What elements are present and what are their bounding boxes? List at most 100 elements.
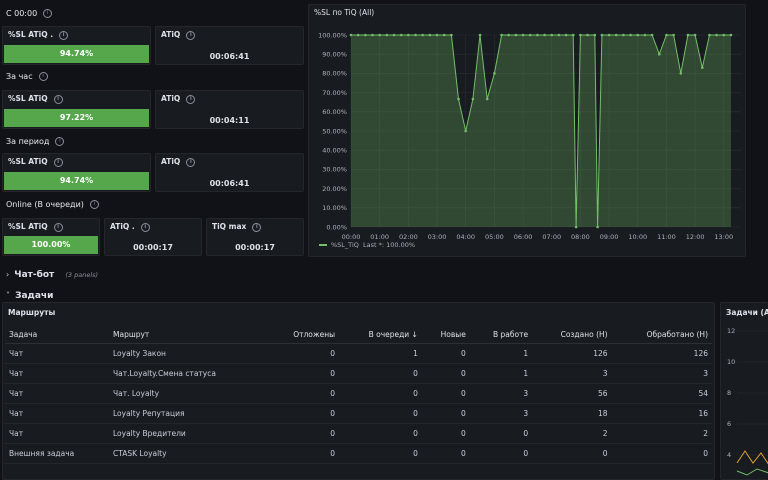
tasks-chart-panel[interactable]: Задачи (All 12 10 8 6 4 (720, 302, 768, 480)
column-header-in-work[interactable]: В работе (469, 325, 533, 344)
section-online-text: Online (В очереди) (6, 200, 84, 209)
side-ytick: 6 (727, 420, 732, 428)
info-icon[interactable]: i (186, 157, 196, 167)
column-header-new[interactable]: Новые (421, 325, 470, 344)
stat-value: 00:06:41 (209, 179, 250, 188)
info-icon[interactable]: i (53, 157, 63, 167)
stat-panel-tiq-max[interactable]: TiQ max i 00:00:17 (206, 218, 304, 256)
cell-processed: 16 (611, 403, 712, 424)
chart-point (536, 33, 539, 37)
table-row[interactable]: Чат Loyalty Репутация 0 0 0 3 18 16 (5, 403, 712, 424)
column-header-postponed[interactable]: Отложены (267, 325, 340, 344)
cell-created: 126 (532, 343, 612, 364)
table-row[interactable]: Чат Loyalty Вредители 0 0 0 0 2 2 (5, 423, 712, 444)
cell-processed: 54 (611, 383, 712, 404)
cell-task: Внешняя задача (5, 443, 109, 464)
column-header-task[interactable]: Задача (5, 325, 109, 344)
cell-postponed: 0 (267, 363, 340, 384)
panel-title: %SL ATiQ .i (8, 30, 69, 40)
stat-panel-atiq-hour[interactable]: ATiQ i 00:04:11 (155, 90, 304, 129)
info-icon[interactable]: i (38, 72, 48, 81)
panel-title: ATiQ i (161, 94, 196, 104)
column-header-route[interactable]: Маршрут (109, 325, 267, 344)
chart-xtick-label: 09:00 (600, 233, 619, 241)
stat-value-bar: 94.74% (4, 172, 149, 190)
chart-point (643, 33, 647, 37)
chart-ytick-label: 80.00% (322, 70, 347, 78)
stat-value-bar: 100.00% (4, 236, 98, 254)
chart-point (485, 97, 489, 101)
cell-in-work: 3 (469, 403, 533, 424)
chart-legend[interactable]: %SL_TiQ Last *: 100.00% (319, 241, 415, 249)
info-icon[interactable]: i (55, 137, 65, 146)
cell-route: CTASK Loyalty (109, 443, 267, 464)
stat-panel-atiq-online[interactable]: ATiQ .i 00:00:17 (104, 218, 202, 256)
cell-new: 0 (421, 403, 470, 424)
row-title-tasks: Задачи (15, 291, 54, 301)
table-row[interactable]: Чат Loyalty Закон 0 1 0 1 126 126 (5, 343, 712, 364)
cell-created: 3 (532, 363, 612, 384)
row-header-chatbot[interactable]: › Чат-бот (3 panels) (6, 262, 98, 281)
stat-panel-atiq-period[interactable]: ATiQ i 00:06:41 (155, 153, 304, 192)
chart-point (622, 33, 625, 37)
cell-route: Loyalty Репутация (109, 403, 267, 424)
cell-in-work: 0 (469, 443, 533, 464)
chart-point (679, 72, 683, 75)
info-icon[interactable]: i (89, 200, 99, 209)
cell-in-queue: 0 (339, 423, 422, 444)
chart-xtick-label: 02:00 (399, 233, 418, 241)
routes-table-wrap: Задача Маршрут Отложены В очереди ↓ Новы… (5, 325, 712, 464)
column-header-in-queue[interactable]: В очереди ↓ (339, 325, 422, 344)
column-header-processed[interactable]: Обработано (Н) (611, 325, 712, 344)
info-icon[interactable]: i (140, 222, 150, 232)
cell-in-queue: 0 (339, 443, 422, 464)
table-row[interactable]: Чат Чат.Loyalty.Смена статуса 0 0 0 1 3 … (5, 363, 712, 384)
info-icon[interactable]: i (252, 222, 262, 232)
stat-panel-sl-since[interactable]: %SL ATiQ .i 94.74% (2, 26, 151, 65)
chart-panel-sl-tiq[interactable]: %SL по TiQ (All) 100.00% 90.00% 80.00% 70.0… (308, 4, 746, 257)
section-label-period: За период i (6, 137, 65, 146)
info-icon[interactable]: i (53, 94, 63, 104)
chart-ytick-label: 40.00% (322, 147, 347, 155)
table-row[interactable]: Внешняя задача CTASK Loyalty 0 0 0 0 0 0 (5, 443, 712, 464)
stat-panel-sl-hour[interactable]: %SL ATiQ i 97.22% (2, 90, 151, 129)
chart-title: %SL по TiQ (All) (314, 8, 375, 17)
chart-xtick-label: 00:00 (342, 233, 361, 241)
side-ytick: 12 (727, 327, 736, 335)
chart-point (636, 33, 640, 37)
cell-in-queue: 0 (339, 383, 422, 404)
cell-new: 0 (421, 443, 470, 464)
chart-point (550, 33, 554, 37)
cell-postponed: 0 (267, 343, 340, 364)
stat-panel-sl-period[interactable]: %SL ATiQ i 94.74% (2, 153, 151, 192)
chart-ytick-label: 20.00% (322, 185, 347, 193)
panel-title: %SL ATiQ i (8, 157, 63, 167)
chart-point (507, 33, 511, 37)
info-icon[interactable]: i (43, 9, 53, 18)
info-icon[interactable]: i (59, 30, 69, 40)
chart-point (665, 33, 668, 37)
chart-point (364, 33, 367, 37)
table-row[interactable]: Чат Чат. Loyalty 0 0 0 3 56 54 (5, 383, 712, 404)
cell-task: Чат (5, 403, 109, 424)
chart-point (708, 33, 711, 37)
chart-xtick-label: 06:00 (514, 233, 533, 241)
row-header-tasks[interactable]: ˅ Задачи (6, 283, 53, 302)
chart-point (657, 52, 661, 56)
cell-task: Чат (5, 423, 109, 444)
stat-panel-sl-online[interactable]: %SL ATiQ i 100.00% (2, 218, 100, 256)
row-title-chatbot: Чат-бот (14, 270, 55, 280)
stat-panel-atiq-since[interactable]: ATiQ i 00:06:41 (155, 26, 304, 65)
chart-point (672, 33, 675, 37)
routes-table-panel[interactable]: Маршруты Задача Маршрут Отложены В очере… (2, 302, 715, 480)
chart-point (614, 33, 618, 37)
row-panel-count: (3 panels) (65, 271, 99, 279)
info-icon[interactable]: i (186, 30, 196, 40)
tasks-chart-title: Задачи (All (726, 308, 768, 317)
chart-point (428, 33, 432, 37)
column-header-created[interactable]: Создано (Н) (532, 325, 612, 344)
chart-point (593, 33, 597, 37)
info-icon[interactable]: i (186, 94, 196, 104)
info-icon[interactable]: i (53, 222, 63, 232)
side-ytick: 4 (727, 451, 732, 459)
